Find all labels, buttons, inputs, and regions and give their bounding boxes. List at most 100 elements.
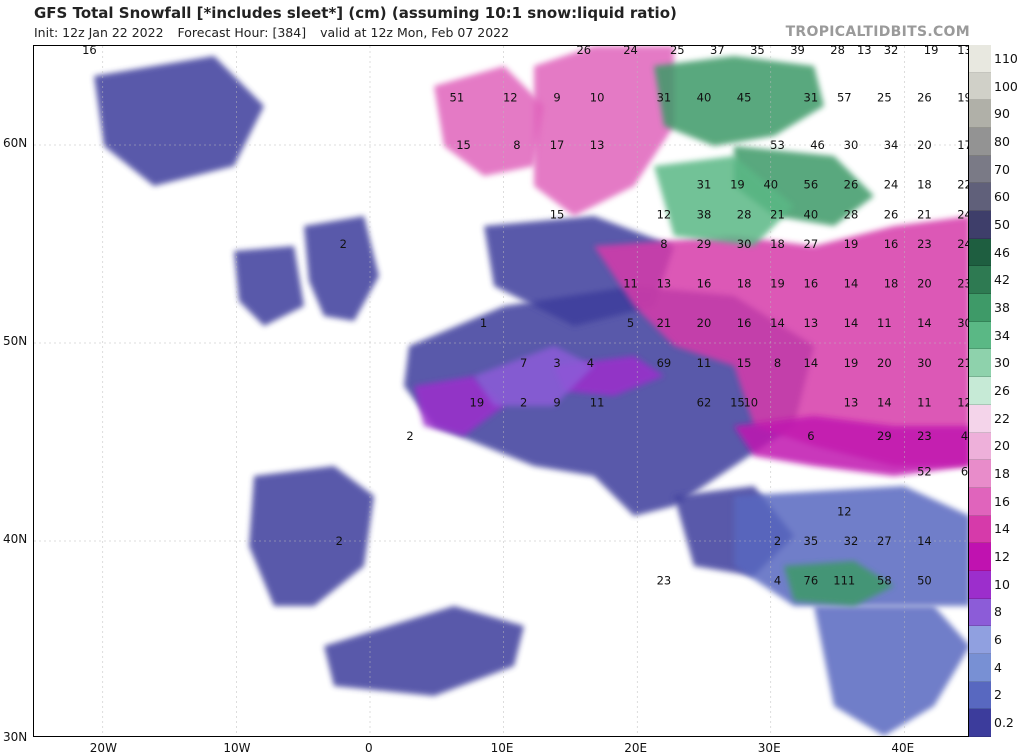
map-grid [34, 46, 968, 736]
latitude-tick-label: 30N [3, 730, 28, 744]
snowfall-value-label: 19 [957, 91, 969, 105]
longitude-tick-label: 0 [365, 741, 373, 755]
colorbar-label: 16 [994, 493, 1010, 509]
colorbar-swatch [969, 266, 991, 295]
colorbar-swatch [969, 681, 991, 710]
snowfall-region [304, 216, 379, 321]
colorbar-label: 80 [994, 133, 1010, 149]
colorbar-legend: 110 100 90 80 70 60 50 46 42 38 34 30 26 22 20 18 16 14 12… [969, 45, 1022, 737]
colorbar-label: 6 [994, 632, 1002, 648]
snowfall-value-label: 12 [957, 395, 969, 409]
snowfall-value-label: 13 [657, 277, 672, 291]
site-brand: TROPICALTIDBITS.COM [785, 24, 970, 40]
snowfall-region [414, 376, 504, 436]
map-svg: 1626242537353928133219135112910314045315… [34, 46, 969, 736]
snowfall-value-label: 16 [82, 46, 97, 57]
snowfall-value-label: 32 [844, 534, 859, 548]
snowfall-value-label: 24 [957, 237, 969, 251]
colorbar-swatch [969, 543, 991, 571]
snowfall-value-label: 29 [877, 429, 892, 443]
colorbar-swatch [969, 72, 991, 101]
snowfall-value-label: 12 [837, 504, 852, 518]
snowfall-value-label: 40 [763, 178, 778, 192]
snowfall-value-label: 23 [917, 237, 932, 251]
snowfall-value-label: 27 [877, 534, 892, 548]
colorbar-label: 50 [994, 216, 1010, 232]
snowfall-value-label: 19 [730, 178, 745, 192]
snowfall-value-label: 14 [917, 316, 932, 330]
snowfall-value-label: 15 [456, 138, 471, 152]
snowfall-region [474, 346, 594, 406]
snowfall-value-label: 11 [590, 395, 605, 409]
valid-time: valid at 12z Mon, Feb 07 2022 [320, 25, 510, 40]
snowfall-value-label: 14 [844, 277, 859, 291]
snowfall-value-label: 9 [553, 395, 560, 409]
snowfall-map[interactable]: 1626242537353928133219135112910314045315… [33, 45, 969, 737]
snowfall-value-label: 19 [470, 395, 485, 409]
snowfall-value-label: 38 [697, 207, 712, 221]
colorbar-label: 26 [994, 383, 1010, 398]
value-labels: 1626242537353928133219135112910314045315… [82, 46, 969, 587]
snowfall-value-label: 13 [804, 316, 819, 330]
colorbar-swatch [969, 100, 991, 129]
snowfall-value-label: 40 [804, 207, 819, 221]
snowfall-region [234, 246, 304, 326]
snowfall-value-label: 28 [830, 46, 845, 57]
snowfall-value-label: 19 [924, 46, 939, 57]
snowfall-value-label: 13 [590, 138, 605, 152]
snowfall-value-label: 20 [917, 138, 932, 152]
snowfall-value-label: 24 [623, 46, 638, 57]
snowfall-value-label: 18 [737, 277, 752, 291]
colorbar-swatch [969, 626, 991, 654]
snowfall-region [324, 606, 524, 696]
colorbar-swatch [969, 653, 991, 682]
longitude-tick-label: 20E [624, 741, 648, 755]
snowfall-value-label: 15 [730, 395, 745, 409]
colorbar-swatch [969, 404, 991, 433]
colorbar-label: 110 [994, 50, 1018, 66]
colorbar-label: 60 [994, 189, 1010, 205]
snowfall-value-label: 10 [743, 395, 758, 409]
colorbar-label: 12 [994, 549, 1010, 565]
colorbar-swatch [969, 45, 991, 73]
snowfall-value-label: 56 [804, 178, 819, 192]
snowfall-value-label: 24 [957, 207, 969, 221]
snowfall-value-label: 26 [844, 178, 859, 192]
snowfall-value-label: 10 [590, 91, 605, 105]
snowfall-value-label: 21 [657, 316, 672, 330]
snowfall-value-label: 15 [737, 356, 752, 370]
snowfall-value-label: 7 [520, 356, 527, 370]
snowfall-value-label: 21 [917, 207, 932, 221]
snowfall-value-label: 45 [737, 91, 752, 105]
longitude-tick-label: 40E [891, 741, 915, 755]
snowfall-value-label: 58 [877, 573, 892, 587]
colorbar-swatch [969, 211, 991, 239]
snowfall-value-label: 16 [697, 277, 712, 291]
snowfall-value-label: 14 [844, 316, 859, 330]
snowfall-value-label: 2 [340, 237, 347, 251]
snowfall-value-label: 3 [553, 356, 560, 370]
snowfall-region [784, 561, 894, 606]
colorbar-label: 30 [994, 355, 1010, 371]
snowfall-value-label: 27 [804, 237, 819, 251]
snowfall-value-label: 17 [957, 138, 969, 152]
snowfall-value-label: 35 [804, 534, 819, 548]
colorbar-swatch [969, 515, 991, 544]
snowfall-value-label: 9 [553, 91, 560, 105]
snowfall-value-label: 20 [877, 356, 892, 370]
snowfall-value-label: 4 [774, 573, 781, 587]
colorbar-label: 8 [994, 604, 1002, 620]
latitude-tick-label: 40N [3, 532, 28, 546]
colorbar-swatch [969, 349, 991, 378]
colorbar-label: 38 [994, 299, 1010, 315]
colorbar-swatch [969, 321, 991, 350]
snowfall-value-label: 25 [670, 46, 685, 57]
snowfall-value-label: 62 [697, 395, 712, 409]
snowfall-fills [94, 46, 968, 736]
snowfall-value-label: 31 [804, 91, 819, 105]
colorbar-swatch [969, 432, 991, 461]
colorbar-label: 14 [994, 521, 1010, 537]
snowfall-value-label: 32 [884, 46, 899, 57]
snowfall-value-label: 26 [917, 91, 932, 105]
snowfall-region [654, 56, 824, 146]
